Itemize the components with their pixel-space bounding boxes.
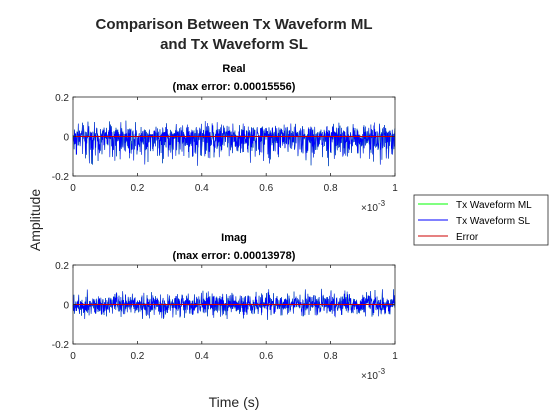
x-axis-label: Time (s): [209, 394, 260, 410]
x-tick-label: 1: [392, 183, 398, 194]
y-tick-label: -0.2: [52, 340, 70, 351]
subplot-imag: 0 0.2 0.4 0.6 0.8 10.20-0.2×10-3: [52, 261, 398, 382]
x-tick-label: 0.8: [324, 351, 338, 362]
x-exponent-label: ×10-3: [361, 199, 386, 214]
x-tick-label: 0.2: [130, 183, 144, 194]
x-tick-label: 1: [392, 351, 398, 362]
legend: Tx Waveform ML Tx Waveform SL Error: [413, 194, 549, 246]
subplot-imag-subtitle: (max error: 0.00013978): [173, 250, 296, 262]
y-tick-label: 0: [63, 133, 69, 144]
x-tick-label: 0.6: [259, 183, 273, 194]
x-tick-label: 0.4: [195, 351, 209, 362]
legend-label-sl: Tx Waveform SL: [456, 216, 531, 227]
y-axis-label: Amplitude: [27, 189, 43, 251]
x-tick-label: 0.8: [324, 183, 338, 194]
subplot-real: 0 0.2 0.4 0.6 0.8 10.20-0.2×10-3: [52, 93, 398, 214]
y-tick-label: 0.2: [55, 93, 69, 104]
legend-label-ml: Tx Waveform ML: [456, 200, 532, 211]
series-line-tx-waveform-sl: [72, 288, 396, 320]
legend-label-error: Error: [456, 232, 479, 243]
figure-title-line1: Comparison Between Tx Waveform ML: [96, 16, 373, 33]
series-line-tx-waveform-sl: [72, 120, 396, 167]
x-tick-label: 0.6: [259, 351, 273, 362]
x-tick-label: 0: [70, 351, 76, 362]
x-exponent-label: ×10-3: [361, 367, 386, 382]
y-tick-label: 0: [63, 301, 69, 312]
x-tick-label: 0.2: [130, 351, 144, 362]
y-tick-label: 0.2: [55, 261, 69, 272]
subplot-real-subtitle: (max error: 0.00015556): [173, 81, 296, 93]
x-tick-label: 0.4: [195, 183, 209, 194]
y-tick-label: -0.2: [52, 172, 70, 183]
subplot-real-title: Real: [222, 63, 245, 75]
figure-title-line2: and Tx Waveform SL: [160, 36, 308, 53]
x-tick-label: 0: [70, 183, 76, 194]
subplot-imag-title: Imag: [221, 232, 247, 244]
